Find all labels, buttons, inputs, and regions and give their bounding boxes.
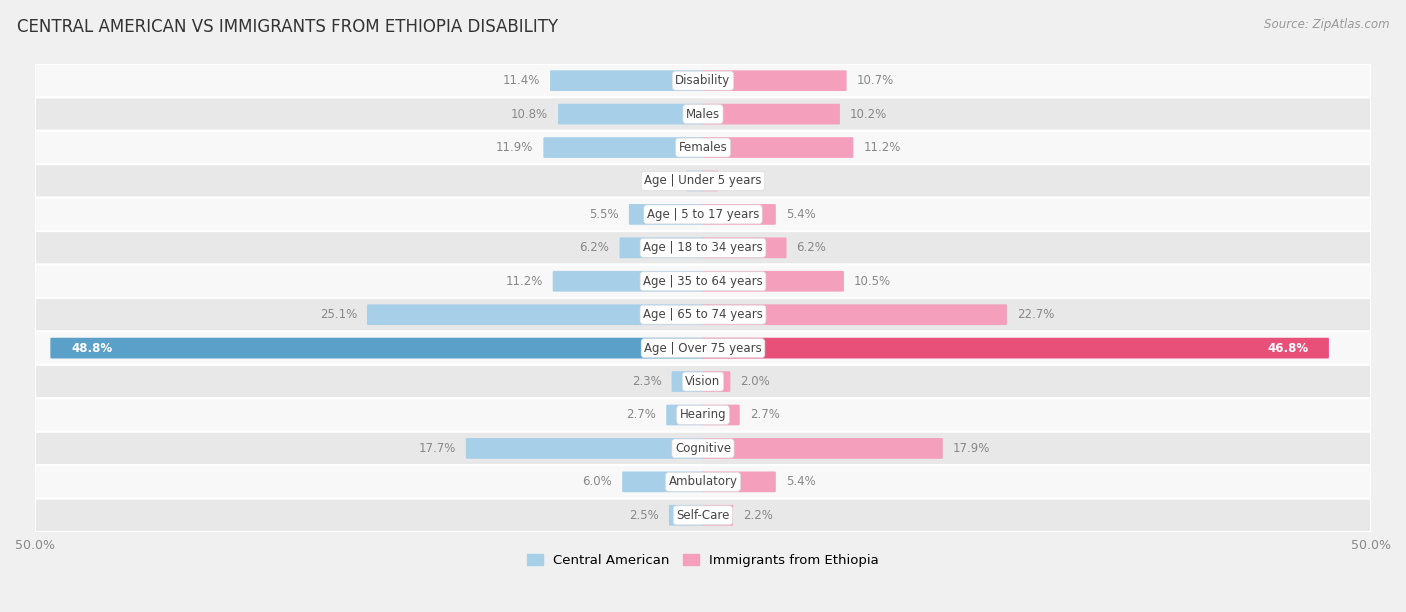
Text: Age | Under 5 years: Age | Under 5 years xyxy=(644,174,762,187)
FancyBboxPatch shape xyxy=(628,204,703,225)
Text: CENTRAL AMERICAN VS IMMIGRANTS FROM ETHIOPIA DISABILITY: CENTRAL AMERICAN VS IMMIGRANTS FROM ETHI… xyxy=(17,18,558,36)
Text: 2.0%: 2.0% xyxy=(741,375,770,388)
Text: 25.1%: 25.1% xyxy=(319,308,357,321)
FancyBboxPatch shape xyxy=(35,465,1371,499)
Text: Age | Over 75 years: Age | Over 75 years xyxy=(644,341,762,354)
Text: 22.7%: 22.7% xyxy=(1017,308,1054,321)
Text: Females: Females xyxy=(679,141,727,154)
FancyBboxPatch shape xyxy=(672,371,703,392)
Text: 2.2%: 2.2% xyxy=(744,509,773,522)
Text: 6.2%: 6.2% xyxy=(579,241,609,255)
Legend: Central American, Immigrants from Ethiopia: Central American, Immigrants from Ethiop… xyxy=(522,548,884,572)
Text: 17.9%: 17.9% xyxy=(953,442,990,455)
FancyBboxPatch shape xyxy=(703,204,776,225)
FancyBboxPatch shape xyxy=(550,70,703,91)
Text: 11.2%: 11.2% xyxy=(505,275,543,288)
FancyBboxPatch shape xyxy=(35,164,1371,198)
Text: 2.3%: 2.3% xyxy=(631,375,662,388)
FancyBboxPatch shape xyxy=(703,371,730,392)
FancyBboxPatch shape xyxy=(669,505,703,526)
FancyBboxPatch shape xyxy=(666,405,703,425)
FancyBboxPatch shape xyxy=(703,405,740,425)
FancyBboxPatch shape xyxy=(35,298,1371,332)
Text: 2.7%: 2.7% xyxy=(626,408,657,422)
FancyBboxPatch shape xyxy=(35,64,1371,97)
FancyBboxPatch shape xyxy=(703,338,1329,359)
Text: 17.7%: 17.7% xyxy=(419,442,456,455)
Text: 1.2%: 1.2% xyxy=(647,174,676,187)
FancyBboxPatch shape xyxy=(703,271,844,292)
FancyBboxPatch shape xyxy=(35,365,1371,398)
Text: 5.4%: 5.4% xyxy=(786,208,815,221)
Text: 10.7%: 10.7% xyxy=(856,74,894,87)
FancyBboxPatch shape xyxy=(35,499,1371,532)
Text: Vision: Vision xyxy=(685,375,721,388)
FancyBboxPatch shape xyxy=(703,471,776,492)
FancyBboxPatch shape xyxy=(35,231,1371,264)
Text: 48.8%: 48.8% xyxy=(72,341,112,354)
FancyBboxPatch shape xyxy=(35,97,1371,131)
FancyBboxPatch shape xyxy=(543,137,703,158)
Text: Males: Males xyxy=(686,108,720,121)
Text: Disability: Disability xyxy=(675,74,731,87)
FancyBboxPatch shape xyxy=(703,237,786,258)
FancyBboxPatch shape xyxy=(703,137,853,158)
FancyBboxPatch shape xyxy=(553,271,703,292)
FancyBboxPatch shape xyxy=(465,438,703,459)
Text: 11.9%: 11.9% xyxy=(496,141,533,154)
Text: Self-Care: Self-Care xyxy=(676,509,730,522)
FancyBboxPatch shape xyxy=(703,171,718,192)
Text: 11.2%: 11.2% xyxy=(863,141,901,154)
Text: 10.5%: 10.5% xyxy=(853,275,891,288)
FancyBboxPatch shape xyxy=(703,70,846,91)
Text: 2.7%: 2.7% xyxy=(749,408,780,422)
FancyBboxPatch shape xyxy=(703,505,733,526)
FancyBboxPatch shape xyxy=(703,104,839,124)
FancyBboxPatch shape xyxy=(35,398,1371,431)
FancyBboxPatch shape xyxy=(703,438,943,459)
Text: 46.8%: 46.8% xyxy=(1267,341,1308,354)
Text: 6.2%: 6.2% xyxy=(797,241,827,255)
FancyBboxPatch shape xyxy=(35,332,1371,365)
Text: 11.4%: 11.4% xyxy=(502,74,540,87)
Text: Age | 5 to 17 years: Age | 5 to 17 years xyxy=(647,208,759,221)
Text: 1.1%: 1.1% xyxy=(728,174,758,187)
Text: 5.5%: 5.5% xyxy=(589,208,619,221)
FancyBboxPatch shape xyxy=(620,237,703,258)
Text: Cognitive: Cognitive xyxy=(675,442,731,455)
Text: Ambulatory: Ambulatory xyxy=(668,476,738,488)
Text: 5.4%: 5.4% xyxy=(786,476,815,488)
Text: Age | 18 to 34 years: Age | 18 to 34 years xyxy=(643,241,763,255)
Text: Age | 65 to 74 years: Age | 65 to 74 years xyxy=(643,308,763,321)
FancyBboxPatch shape xyxy=(35,431,1371,465)
FancyBboxPatch shape xyxy=(35,264,1371,298)
FancyBboxPatch shape xyxy=(686,171,703,192)
FancyBboxPatch shape xyxy=(35,198,1371,231)
FancyBboxPatch shape xyxy=(703,304,1007,325)
Text: Hearing: Hearing xyxy=(679,408,727,422)
FancyBboxPatch shape xyxy=(35,131,1371,164)
FancyBboxPatch shape xyxy=(367,304,703,325)
Text: 2.5%: 2.5% xyxy=(628,509,659,522)
Text: 10.8%: 10.8% xyxy=(510,108,548,121)
Text: 6.0%: 6.0% xyxy=(582,476,612,488)
Text: Age | 35 to 64 years: Age | 35 to 64 years xyxy=(643,275,763,288)
Text: 10.2%: 10.2% xyxy=(851,108,887,121)
FancyBboxPatch shape xyxy=(51,338,703,359)
FancyBboxPatch shape xyxy=(623,471,703,492)
Text: Source: ZipAtlas.com: Source: ZipAtlas.com xyxy=(1264,18,1389,31)
FancyBboxPatch shape xyxy=(558,104,703,124)
